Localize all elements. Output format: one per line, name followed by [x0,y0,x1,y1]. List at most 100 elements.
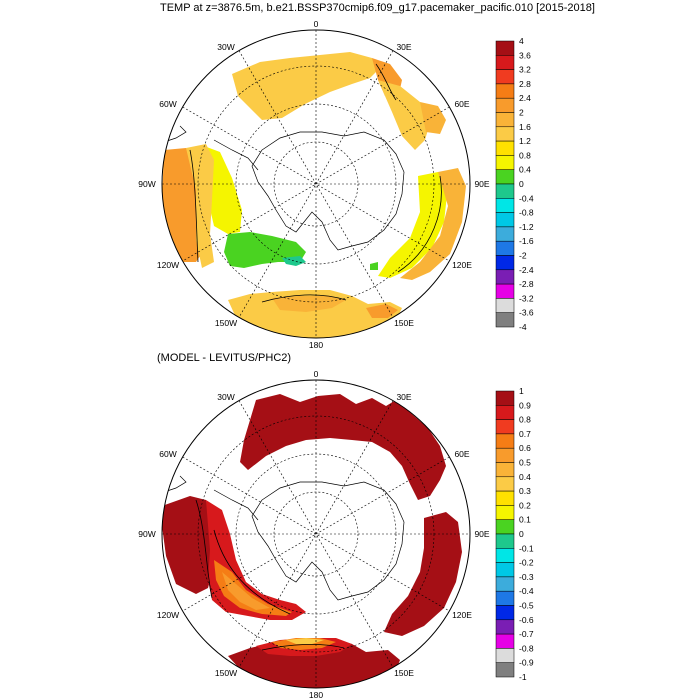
top-lon-label-90e: 90E [474,179,489,189]
bottom-colorbar-label: 0.1 [519,515,531,525]
bottom-colorbar: 1 0.9 0.8 0.7 0.6 0.5 0.4 0.3 0.2 0.1 0 -0.1 -0.2 -0.… [495,386,534,682]
top-colorbar: 4 3.6 3.2 2.8 2.4 2 1.6 1.2 0.8 0.4 0 -0.4 -0.8 -1.2 -… [495,36,534,332]
bottom-colorbar-swatch [495,433,515,449]
top-map-title: TEMP at z=3876.5m, b.e21.BSSP370cmip6.f0… [160,2,595,14]
bottom-lon-label-180: 180 [309,690,323,700]
top-lon-label-0: 0 [314,19,319,29]
bottom-colorbar-swatch [495,390,515,406]
bottom-anomaly-region-90w-lightorange [222,572,270,610]
top-lon-label-150e: 150E [394,318,414,328]
top-colorbar-swatch [495,255,515,271]
top-anomaly-region-180 [228,290,402,338]
bottom-colorbar-label: 0.2 [519,500,531,510]
bottom-lon-label-90e: 90E [474,529,489,539]
top-anomaly-region-90e-yellow [378,172,448,278]
top-anomaly-region-green-small [370,262,378,270]
top-colorbar-label: 1.2 [519,136,531,146]
top-colorbar-swatch [495,312,515,328]
bottom-colorbar-label: -0.7 [519,629,534,639]
top-colorbar-label: 2 [519,108,524,118]
bottom-map-border [161,379,471,689]
bottom-colorbar-label: 0.9 [519,400,531,410]
bottom-lon-label-150e: 150E [394,668,414,678]
bottom-colorbar-label: 0.8 [519,415,531,425]
top-colorbar-label: -4 [519,322,527,332]
top-colorbar-swatch [495,55,515,70]
top-contour-1 [189,149,199,263]
bottom-colorbar-swatch [495,519,515,535]
bottom-map-fields [162,380,470,688]
top-colorbar-swatch [495,169,515,185]
bottom-colorbar-label: 0.6 [519,443,531,453]
top-colorbar-label: -2 [519,251,527,261]
bottom-colorbar-swatch [495,462,515,478]
bottom-anomaly-region-180-yellow [286,638,324,644]
top-contour-2 [397,175,442,273]
bottom-colorbar-label: 0.5 [519,458,531,468]
bottom-colorbar-label: 0 [519,529,524,539]
bottom-contour-1 [195,499,213,599]
top-colorbar-swatch [495,298,515,313]
top-colorbar-swatch [495,140,515,156]
bottom-lon-labels: 0 30E 60E 90E 120E 150E 180 150W 120W 90… [138,369,490,700]
bottom-colorbar-label: -0.6 [519,615,534,625]
bottom-anomaly-region-90w-orange [214,560,292,616]
top-graticule [162,30,470,338]
top-polar-map: 0 30E 60E 90E 120E 150E 180 150W 120W 90… [138,19,534,350]
top-colorbar-label: 2.8 [519,79,531,89]
bottom-colorbar-label: -1 [519,672,527,682]
bottom-lon-label-60e: 60E [454,449,469,459]
top-colorbar-label: -1.6 [519,236,534,246]
top-colorbar-label: 4 [519,36,524,46]
bottom-colorbar-swatch [495,662,515,678]
top-south-america-coast [163,125,187,143]
top-colorbar-label: -0.8 [519,208,534,218]
top-contour-4 [375,63,397,101]
bottom-colorbar-label: -0.9 [519,658,534,668]
top-colorbar-label: 0.8 [519,150,531,160]
bottom-peninsula-coast [213,489,259,521]
top-colorbar-label: 3.6 [519,50,531,60]
bottom-colorbar-label: 0.3 [519,486,531,496]
top-anomaly-region-cyan [282,256,306,266]
top-lon-label-30e: 30E [396,42,411,52]
bottom-colorbar-swatch [495,533,515,549]
bottom-colorbar-swatch [495,590,515,606]
bottom-lon-label-90w: 90W [138,529,155,539]
top-colorbar-label: -3.6 [519,308,534,318]
top-colorbar-swatch [495,40,515,56]
bottom-colorbar-swatch [495,490,515,506]
top-colorbar-swatch [495,83,515,99]
top-colorbar-label: -3.2 [519,293,534,303]
top-colorbar-swatch [495,155,515,170]
top-lon-label-90w: 90W [138,179,155,189]
bottom-colorbar-swatch [495,576,515,592]
top-anomaly-region-45e [378,80,432,150]
bottom-colorbar-swatch [495,648,515,663]
bottom-anomaly-region-90e [384,512,462,636]
bottom-lon-label-120w: 120W [157,610,179,620]
bottom-lon-label-150w: 150W [215,668,237,678]
bottom-lon-label-60w: 60W [159,449,176,459]
top-colorbar-label: 1.6 [519,122,531,132]
top-lon-label-60w: 60W [159,99,176,109]
top-colorbar-swatch [495,69,515,85]
bottom-lon-label-120e: 120E [452,610,472,620]
top-lon-label-30w: 30W [217,42,234,52]
top-colorbar-label: 3.2 [519,65,531,75]
top-lon-labels: 0 30E 60E 90E 120E 150E 180 150W 120W 90… [138,19,490,350]
top-colorbar-label: -0.4 [519,193,534,203]
top-colorbar-label: -2.8 [519,279,534,289]
bottom-colorbar-swatch [495,505,515,520]
bottom-colorbar-label: 1 [519,386,524,396]
top-contour-3 [261,294,347,303]
bottom-colorbar-swatch [495,562,515,578]
bottom-colorbar-swatch [495,633,515,649]
top-colorbar-label: 0 [519,179,524,189]
bottom-lon-label-0: 0 [314,369,319,379]
bottom-colorbar-swatch [495,476,515,492]
bottom-polar-map: 0 30E 60E 90E 120E 150E 180 150W 120W 90… [138,369,534,700]
top-colorbar-swatch [495,198,515,213]
bottom-map-title: (MODEL - LEVITUS/PHC2) [157,352,292,364]
